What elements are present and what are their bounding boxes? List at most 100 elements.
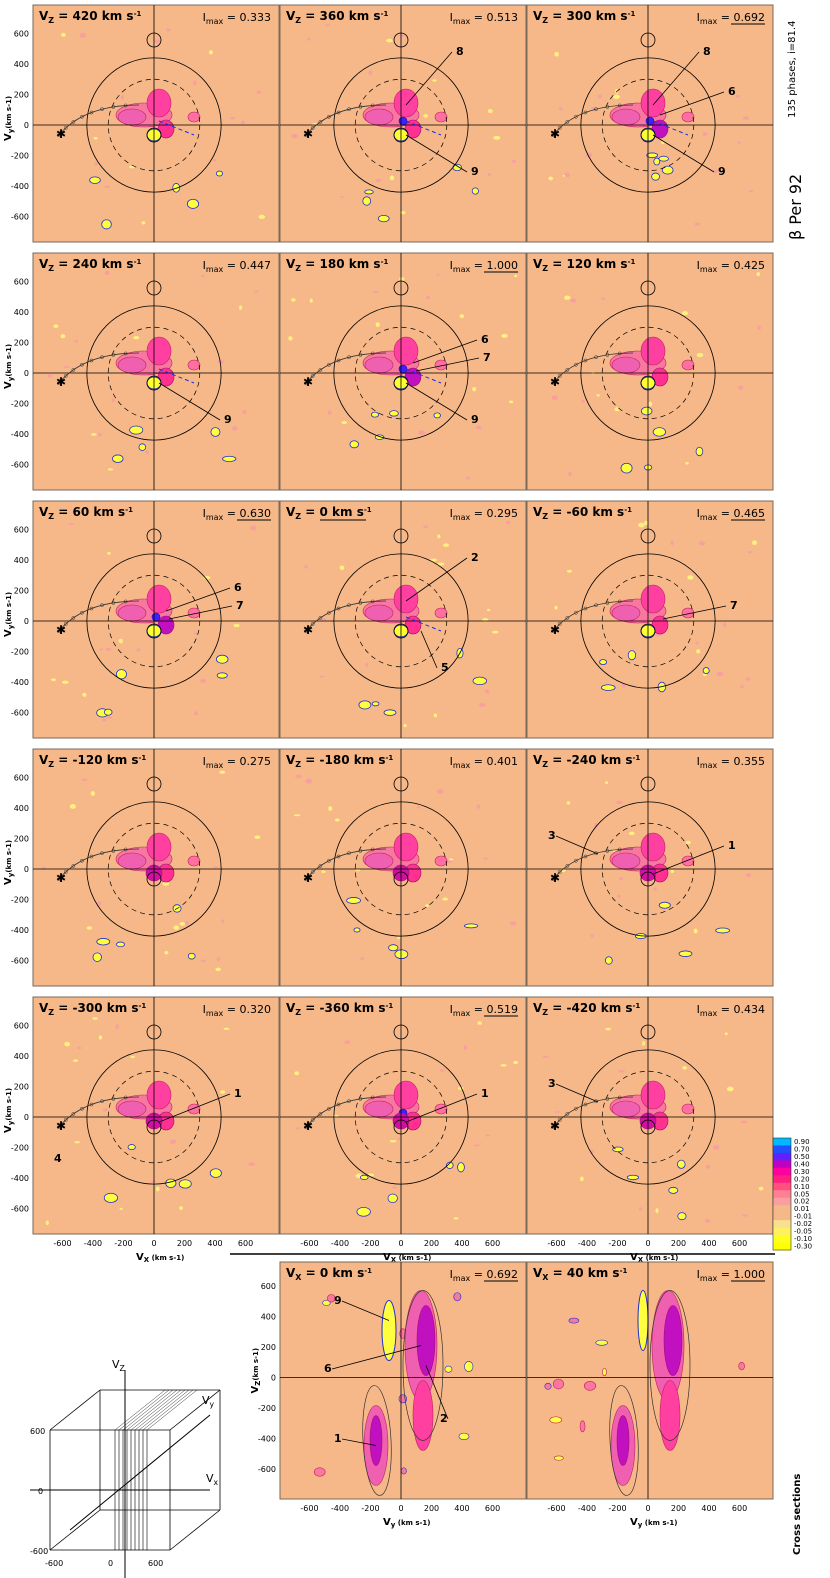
trajectory-marker [304,629,308,633]
emission-blob [748,190,754,193]
emission-blob [611,852,641,870]
emission-blob [493,135,501,140]
emission-blob [293,814,301,817]
emission-blob [605,1027,612,1031]
trajectory-marker [304,133,308,137]
cube-label-vx: Vx [206,1472,219,1487]
emission-blob [312,122,317,125]
emission-blob [558,107,563,111]
trajectory-marker [347,603,351,608]
emission-blob [74,1141,80,1144]
trajectory-marker [57,877,61,881]
emission-blob [306,37,311,41]
imax-label: Imax = 0.465 [697,507,765,522]
x-tick-label: -200 [608,1239,626,1248]
stream-trajectory [305,848,387,880]
trajectory-marker [347,1099,351,1104]
emission-blob [321,870,326,873]
trajectory-marker [557,374,562,378]
y-tick-label: 200 [14,338,29,347]
slice-panel: ✱ VZ = -420 km s-1 Imax = 0.434 3 -600 -400 -2… [526,996,774,1264]
trajectory-marker [358,849,363,853]
emission-blob [370,411,379,418]
trajectory-marker [327,1106,331,1111]
emission-blob [678,950,693,957]
emission-blob [117,356,147,374]
annotation-leader [555,1083,599,1103]
emission-blob [367,1173,374,1177]
emission-blob [173,925,180,930]
emission-blob [514,274,518,278]
emission-blob [375,178,382,183]
emission-blob [500,1064,507,1067]
annotation-leader [652,51,700,106]
y-tick-label: -400 [11,926,29,935]
colorbar-label: 0.20 [794,1175,810,1183]
trajectory-marker [347,107,351,112]
emission-blob [41,866,46,871]
emission-blob [138,443,147,451]
emission-blob [432,79,437,82]
annotation-leader [405,557,468,602]
emission-blob [51,678,56,682]
cube-tick: -600 [45,1559,63,1568]
emission-blob [89,176,101,184]
y-axis-title: VZ(km s-1) [250,1348,262,1394]
emission-blob [327,1294,336,1303]
trajectory-marker [100,107,104,112]
colorbar-label: -0.30 [794,1243,812,1251]
cube-slice [130,1389,182,1431]
trajectory-marker [111,1097,116,1101]
emission-blob [364,604,394,622]
emission-blob [130,1055,135,1059]
emission-blob [458,1432,470,1440]
emission-blob [509,921,517,926]
emission-blob [90,791,95,797]
trajectory-marker [123,351,128,356]
trajectory-marker [574,362,578,367]
emission-blob [681,855,695,867]
annotation-leader [341,1438,377,1446]
x-tick-label: 200 [671,1239,686,1248]
x-axis-title: VX (km s-1) [136,1252,184,1264]
emission-blob [389,410,399,417]
outline-ellipse [649,1290,691,1441]
emission-blob [86,926,93,930]
annotation-number: 1 [481,1087,489,1100]
emission-blob [133,335,140,340]
emission-blob [391,1186,398,1189]
emission-blob [393,584,419,614]
emission-blob [304,565,308,569]
emission-blob [549,1416,563,1424]
emission-blob [375,322,380,328]
trajectory-marker [574,114,578,119]
trajectory-marker [358,105,363,109]
trajectory-marker [617,599,622,604]
emission-blob [685,840,691,845]
trajectory-marker [347,851,351,856]
outline-ellipse [402,1290,444,1441]
emission-blob [627,650,637,661]
emission-blob [172,183,181,193]
colorbar-label: 0.50 [794,1153,810,1161]
colorbar-frame [772,1137,792,1251]
emission-blob [187,1103,201,1115]
emission-blob [233,623,240,628]
emission-blob [423,114,428,118]
annotation-leader [652,845,725,875]
trajectory-marker [111,353,116,357]
annotation-number: 9 [334,1294,342,1307]
emission-blob [742,1214,749,1217]
vz-label: VZ = 120 km s-1 [533,257,635,273]
trajectory-marker [123,1095,128,1100]
trajectory-marker [594,107,598,112]
y-tick-label: 0 [24,121,29,130]
emission-blob [501,333,508,338]
trajectory-marker [89,110,94,115]
colorbar-label: 0.01 [794,1205,810,1213]
emission-blob [327,410,332,415]
y-tick-label: 200 [14,834,29,843]
emission-blob [640,832,666,862]
trajectory-marker [57,133,61,137]
trajectory-marker [617,351,622,356]
